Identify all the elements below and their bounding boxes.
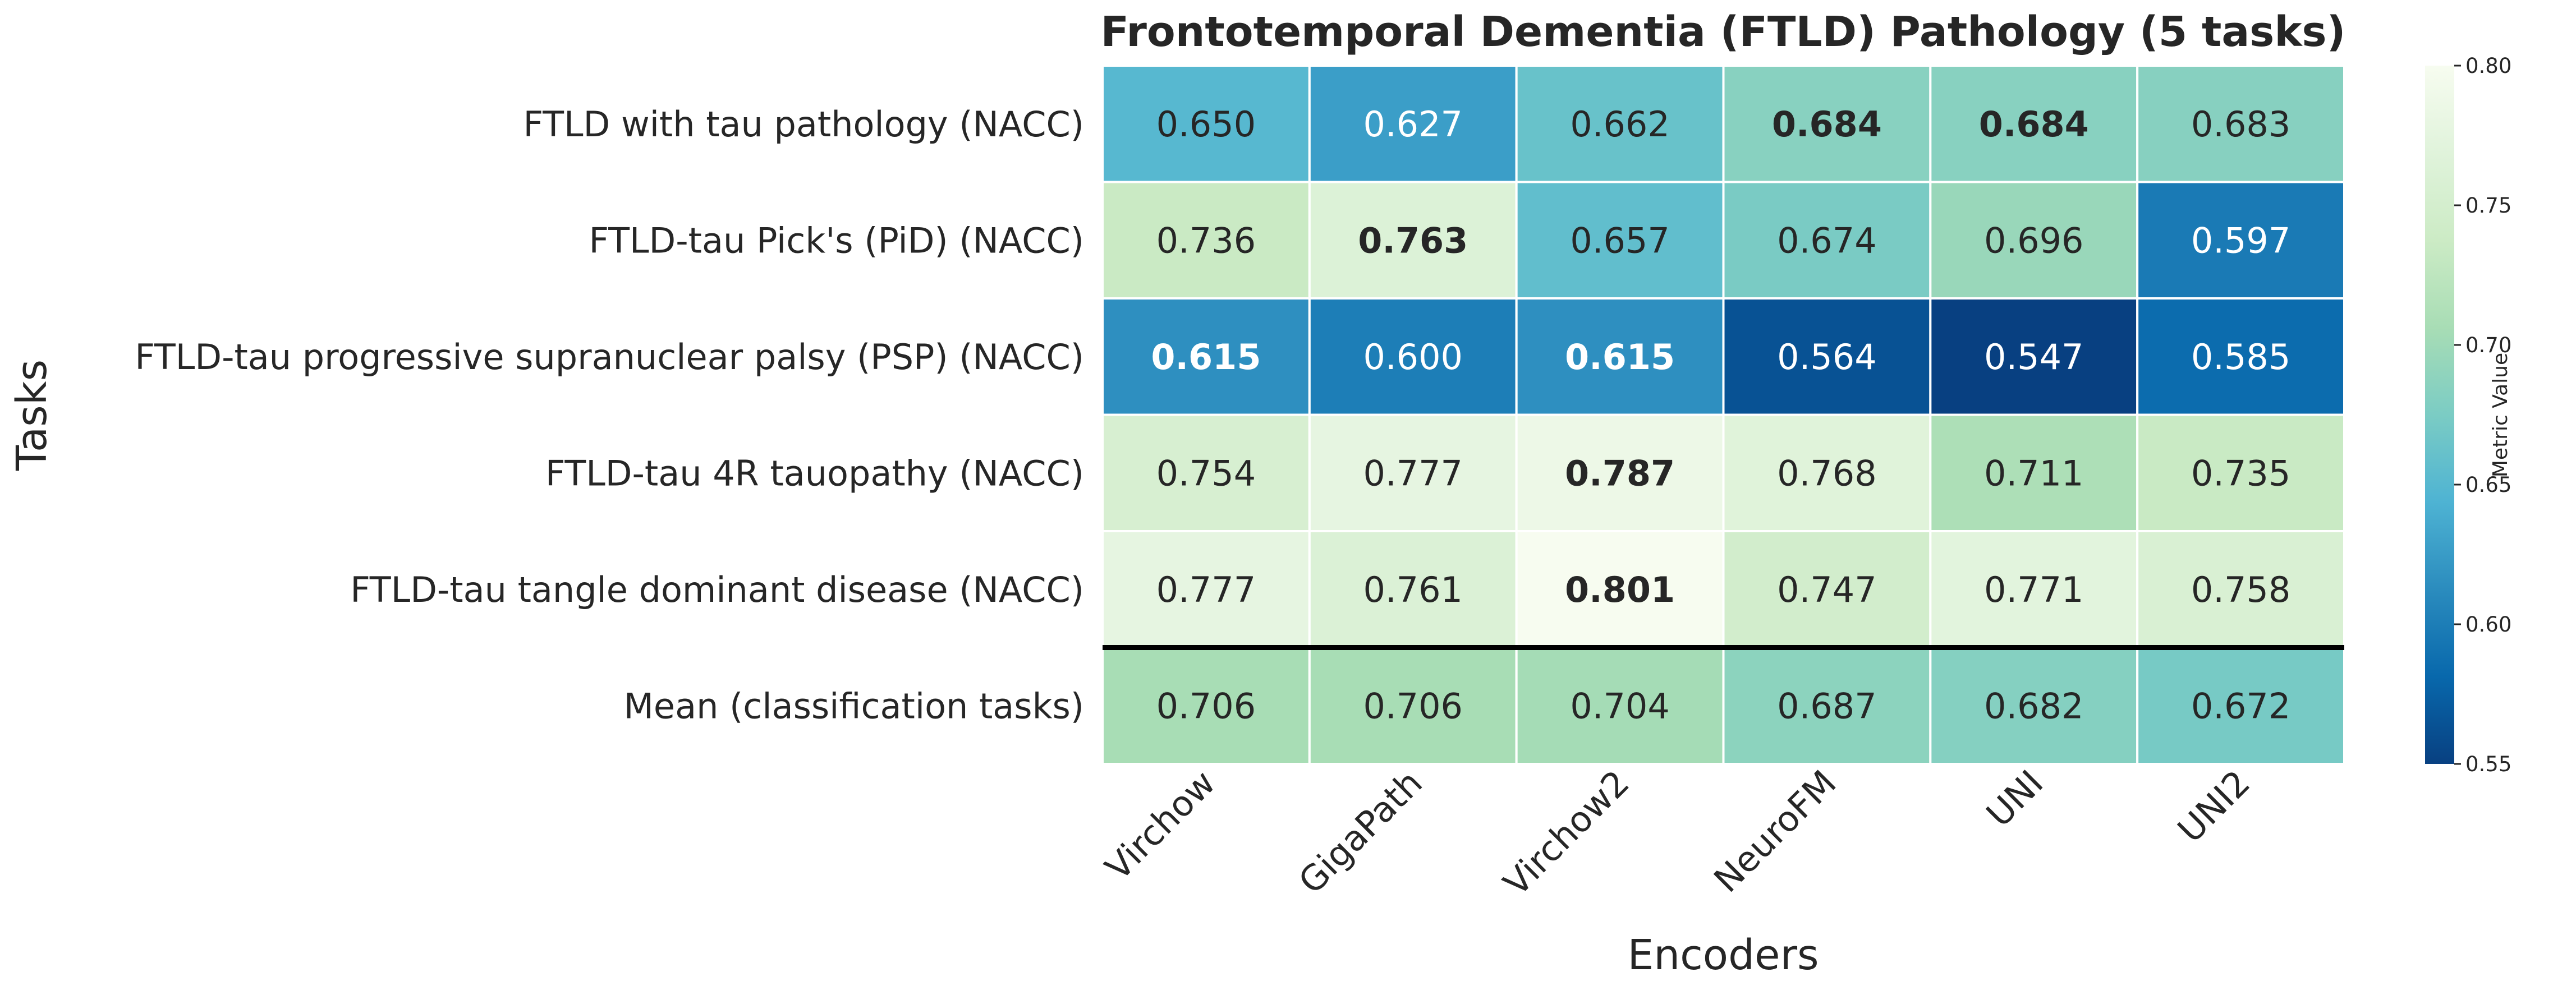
heatmap-cell <box>1308 65 1518 183</box>
cell-value-label: 0.683 <box>2191 104 2291 145</box>
heatmap-cell <box>1722 413 1932 532</box>
cell-value-label: 0.801 <box>1565 569 1675 610</box>
cell-value-label: 0.754 <box>1156 453 1256 494</box>
heatmap-cell <box>1308 181 1518 300</box>
x-tick-label: NeuroFM <box>1706 762 1844 900</box>
y-axis-title: Tasks <box>8 360 56 471</box>
colorbar-label: Metric Value <box>2489 353 2512 477</box>
heatmap-cell <box>2136 297 2346 416</box>
y-tick-labels: FTLD with tau pathology (NACC) FTLD-tau P… <box>135 104 1084 727</box>
cell-value-label: 0.547 <box>1984 337 2084 377</box>
cell-value-label: 0.564 <box>1777 337 1877 377</box>
cell-value-label: 0.662 <box>1570 104 1670 145</box>
cell-value-label: 0.600 <box>1363 337 1463 377</box>
cell-value-label: 0.771 <box>1984 569 2084 610</box>
cell-value-label: 0.758 <box>2191 569 2291 610</box>
x-axis-title: Encoders <box>1627 931 1819 979</box>
cell-value-label: 0.706 <box>1156 685 1256 726</box>
chart-title: Frontotemporal Dementia (FTLD) Pathology… <box>1101 8 2346 56</box>
heatmap-cell <box>1308 297 1518 416</box>
y-tick-label: FTLD with tau pathology (NACC) <box>524 104 1084 145</box>
cell-value-label: 0.777 <box>1363 453 1463 494</box>
cell-value-label: 0.761 <box>1363 569 1463 610</box>
y-tick-label: Mean (classification tasks) <box>623 685 1084 726</box>
cell-value-label: 0.787 <box>1565 453 1675 494</box>
cell-value-label: 0.736 <box>1156 220 1256 261</box>
cell-value-label: 0.684 <box>1979 104 2089 145</box>
y-tick-label: FTLD-tau tangle dominant disease (NACC) <box>350 569 1084 610</box>
cell-value-label: 0.687 <box>1777 685 1877 726</box>
heatmap-cell <box>2136 646 2346 765</box>
heatmap-cell <box>1929 297 2139 416</box>
heatmap-cell <box>2136 181 2346 300</box>
x-tick-label: Virchow <box>1098 762 1223 888</box>
cell-value-label: 0.735 <box>2191 453 2291 494</box>
cell-value-label: 0.585 <box>2191 337 2291 377</box>
heatmap-cell <box>1722 65 1932 183</box>
heatmap-cell <box>1929 413 2139 532</box>
heatmap-cell <box>1515 530 1725 649</box>
heatmap-cell <box>1515 413 1725 532</box>
cell-value-label: 0.597 <box>2191 220 2291 261</box>
cell-value-label: 0.684 <box>1772 104 1882 145</box>
heatmap-cell <box>1722 530 1932 649</box>
heatmap-cell <box>1929 530 2139 649</box>
cell-value-label: 0.615 <box>1151 337 1261 377</box>
cell-value-label: 0.711 <box>1984 453 2084 494</box>
cell-value-label: 0.706 <box>1363 685 1463 726</box>
heatmap-cell <box>1101 65 1311 183</box>
colorbar <box>2425 66 2454 764</box>
heatmap-cell <box>1722 646 1932 765</box>
cell-value-label: 0.657 <box>1570 220 1670 261</box>
colorbar-tick-label: 0.80 <box>2465 54 2511 78</box>
cell-value-label: 0.627 <box>1363 104 1463 145</box>
colorbar-tick-label: 0.75 <box>2465 194 2511 218</box>
heatmap-cell <box>1101 530 1311 649</box>
cell-value-label: 0.704 <box>1570 685 1670 726</box>
heatmap-cell <box>1308 413 1518 532</box>
heatmap-cell <box>1722 181 1932 300</box>
x-tick-label: UNI2 <box>2170 762 2258 850</box>
cell-value-label: 0.763 <box>1358 220 1468 261</box>
cell-value-label: 0.672 <box>2191 685 2291 726</box>
heatmap-cell <box>2136 65 2346 183</box>
cell-value-label: 0.777 <box>1156 569 1256 610</box>
cell-value-label: 0.768 <box>1777 453 1877 494</box>
x-tick-label: GigaPath <box>1291 762 1430 902</box>
cell-value-label: 0.747 <box>1777 569 1877 610</box>
cell-value-label: 0.650 <box>1156 104 1256 145</box>
heatmap-cell <box>1101 413 1311 532</box>
x-tick-label: UNI <box>1978 762 2051 835</box>
colorbar-tick-label: 0.60 <box>2465 612 2511 637</box>
y-tick-label: FTLD-tau 4R tauopathy (NACC) <box>545 453 1084 494</box>
heatmap-cell <box>1515 65 1725 183</box>
y-tick-label: FTLD-tau Pick's (PiD) (NACC) <box>589 220 1084 261</box>
heatmap-cell <box>2136 530 2346 649</box>
heatmap-cell <box>2136 413 2346 532</box>
cell-value-label: 0.696 <box>1984 220 2084 261</box>
colorbar-tick-label: 0.55 <box>2465 752 2511 776</box>
y-tick-label: FTLD-tau progressive supranuclear palsy … <box>135 337 1084 377</box>
heatmap-cell <box>1722 297 1932 416</box>
x-tick-labels: Virchow GigaPath Virchow2 NeuroFM UNI UNI2 <box>1098 762 2258 904</box>
heatmap-cells: 0.650 0.627 0.662 0.684 0.684 0.683 0.736 0.763… <box>1101 65 2346 765</box>
colorbar-tick-label: 0.70 <box>2465 333 2511 357</box>
heatmap-cell <box>1929 646 2139 765</box>
cell-value-label: 0.674 <box>1777 220 1877 261</box>
x-tick-label: Virchow2 <box>1495 762 1637 904</box>
cell-value-label: 0.682 <box>1984 685 2084 726</box>
colorbar-ticks: 0.55 0.60 0.65 0.70 0.75 0.80 <box>2454 54 2511 776</box>
cell-value-label: 0.615 <box>1565 337 1675 377</box>
colorbar-tick-label: 0.65 <box>2465 473 2511 497</box>
